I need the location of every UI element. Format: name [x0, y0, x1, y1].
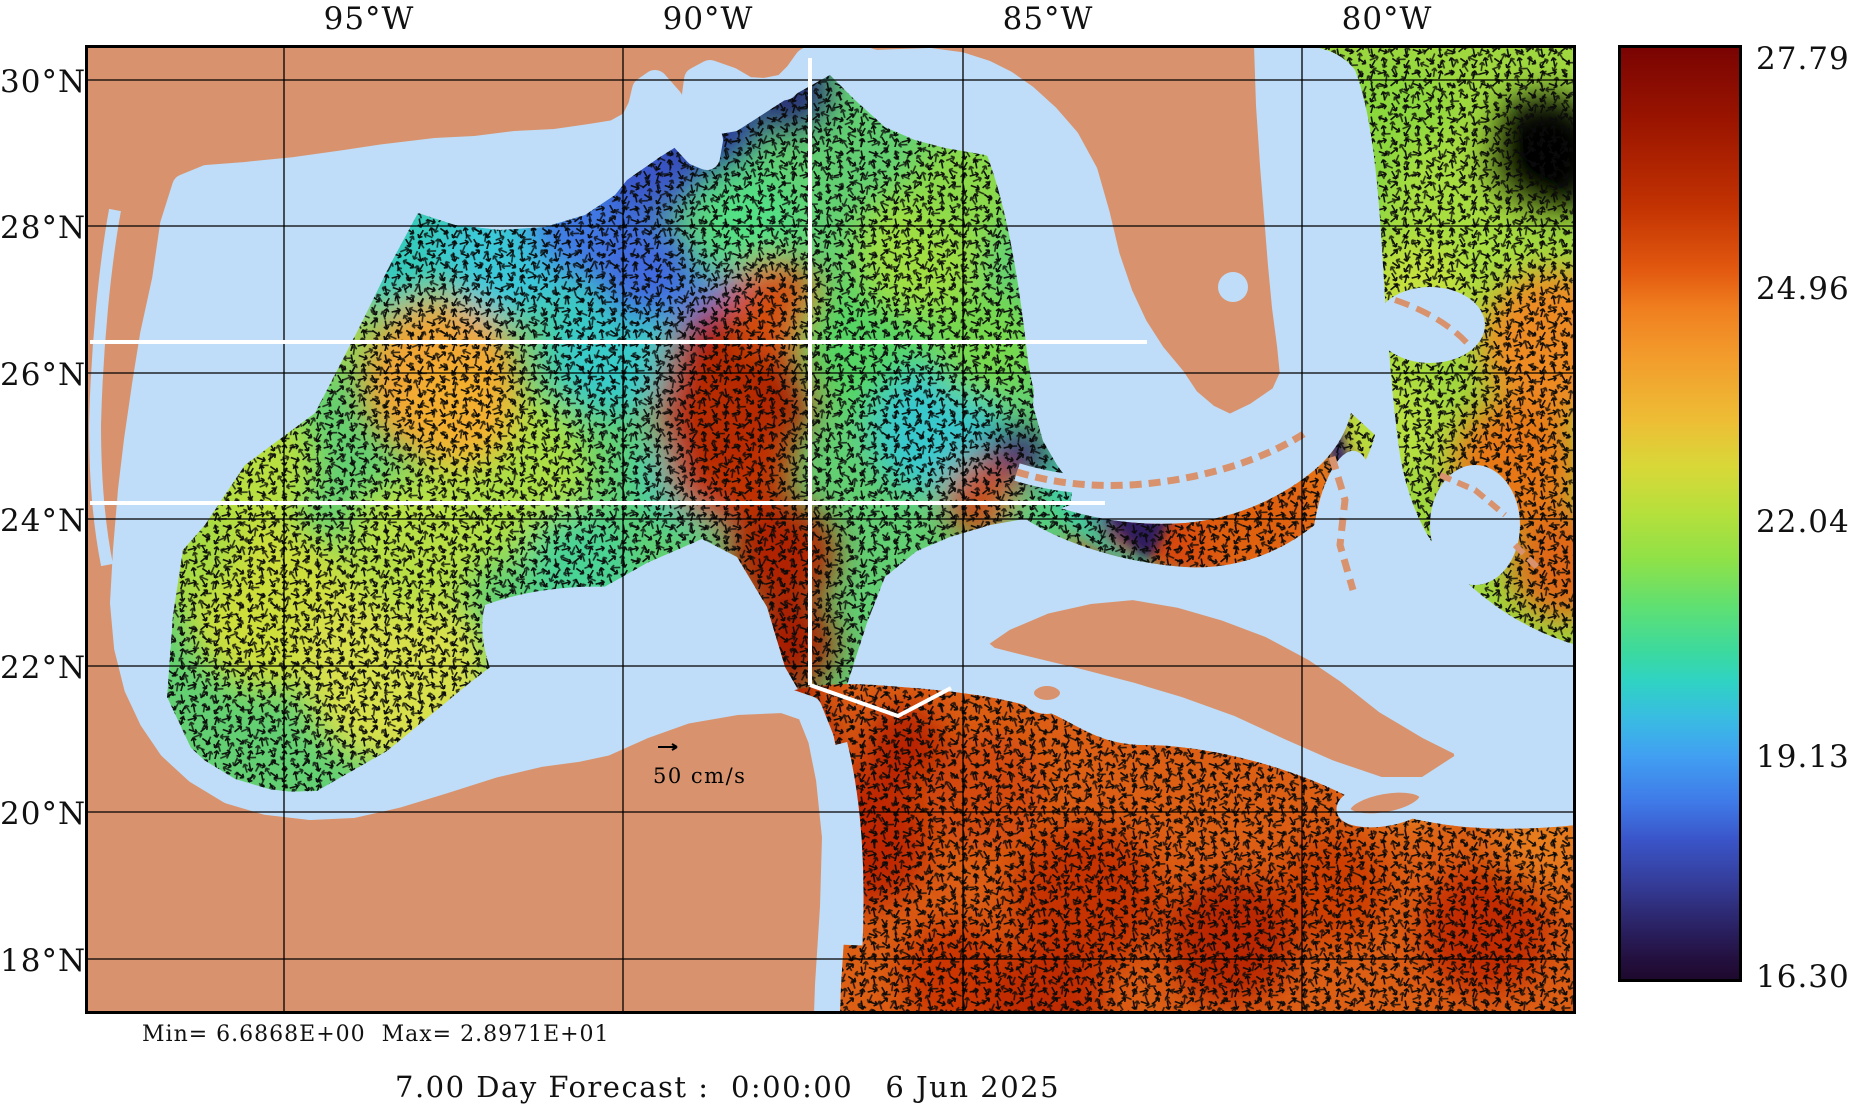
vector-scale-label: 50 cm/s [653, 764, 746, 788]
cuba-island [963, 580, 1475, 797]
bahama-bank-east [1430, 465, 1520, 585]
isla-juventud [1020, 672, 1074, 714]
y-tick-24n: 24°N [0, 503, 87, 539]
colorbar-tick-5: 16.30 [1756, 959, 1850, 995]
bahamas-east-chain [1438, 472, 1543, 573]
map-panel: 50 cm/s [42, 2, 1576, 1057]
colorbar-tick-1: 27.79 [1756, 41, 1850, 77]
island-chains [1015, 297, 1543, 591]
graticule [85, 45, 1576, 1014]
colorbar-tick-4: 19.13 [1756, 739, 1850, 775]
transect-lines [90, 58, 1147, 719]
florida-keys [1015, 430, 1307, 489]
vector-scale-legend: 50 cm/s [653, 743, 746, 788]
bahama-bank-west [1311, 450, 1375, 620]
colorbar-tick-3: 22.04 [1756, 504, 1850, 540]
bahamas-chain [1328, 455, 1357, 591]
scale-arrow-icon [658, 743, 678, 751]
field-min-max: Min= 6.6868E+00 Max= 2.8971E+01 [142, 1022, 610, 1047]
y-tick-26n: 26°N [0, 357, 87, 393]
colorbar-tick-2: 24.96 [1756, 271, 1850, 307]
y-tick-28n: 28°N [0, 210, 87, 246]
laguna-madre [88, 208, 121, 567]
figure-title: 7.00 Day Forecast : 0:00:00 6 Jun 2025 [395, 1070, 1061, 1104]
y-tick-22n: 22°N [0, 650, 87, 686]
y-tick-18n: 18°N [0, 943, 87, 979]
x-tick-95w: 95°W [323, 1, 415, 37]
land [42, 2, 1520, 1057]
y-tick-30n: 30°N [0, 64, 87, 100]
lake-okeechobee [1218, 272, 1248, 302]
bahamas-north-chain [1394, 297, 1470, 346]
x-tick-80w: 80°W [1341, 1, 1433, 37]
x-tick-85w: 85°W [1002, 1, 1094, 37]
y-tick-20n: 20°N [0, 796, 87, 832]
tampa-bay [1098, 242, 1116, 268]
x-tick-90w: 90°W [662, 1, 754, 37]
bahama-bank-north [1375, 287, 1485, 363]
mainland-north-america [42, 2, 1306, 1057]
gulf-of-mexico-map: 50 cm/s [42, 2, 1576, 1057]
transect-yucatan [809, 683, 952, 719]
map-frame [85, 45, 1576, 1014]
colorbar [1618, 45, 1742, 982]
